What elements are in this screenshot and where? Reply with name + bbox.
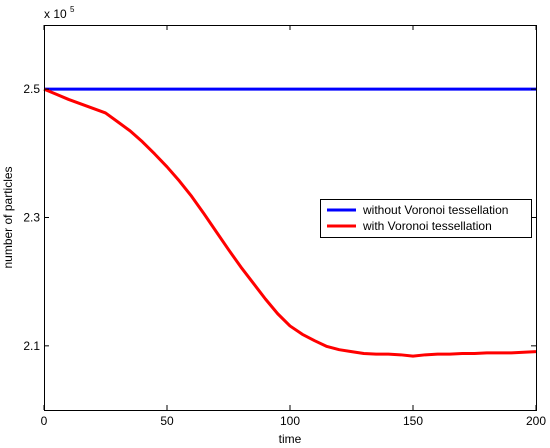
y-axis-multiplier-label: x 10 5 [44,5,75,21]
legend-box [320,199,532,238]
series-layer [43,87,537,358]
x-tick-label: 200 [526,414,546,428]
y-tick-label: 2.1 [23,339,40,353]
y-tick-label: 2.3 [23,211,40,225]
x-tick-label: 100 [280,414,300,428]
y-tick-label: 2.5 [23,82,40,96]
ticks-layer: 0 50 100 150 200 2.1 2.3 2.5 [23,25,546,428]
multiplier-exponent: 5 [70,5,75,14]
x-tick-label: 150 [403,414,423,428]
x-tick-label: 50 [160,414,174,428]
x-tick-label: 0 [41,414,48,428]
legend: without Voronoi tessellation with Vorono… [320,199,532,238]
legend-label-without-voronoi: without Voronoi tessellation [362,203,508,217]
multiplier-base: x 10 [44,7,67,21]
y-axis-label: number of particles [1,166,15,268]
series-line-with-voronoi [43,87,537,358]
legend-label-with-voronoi: with Voronoi tessellation [362,219,492,233]
x-axis-label: time [279,432,302,446]
